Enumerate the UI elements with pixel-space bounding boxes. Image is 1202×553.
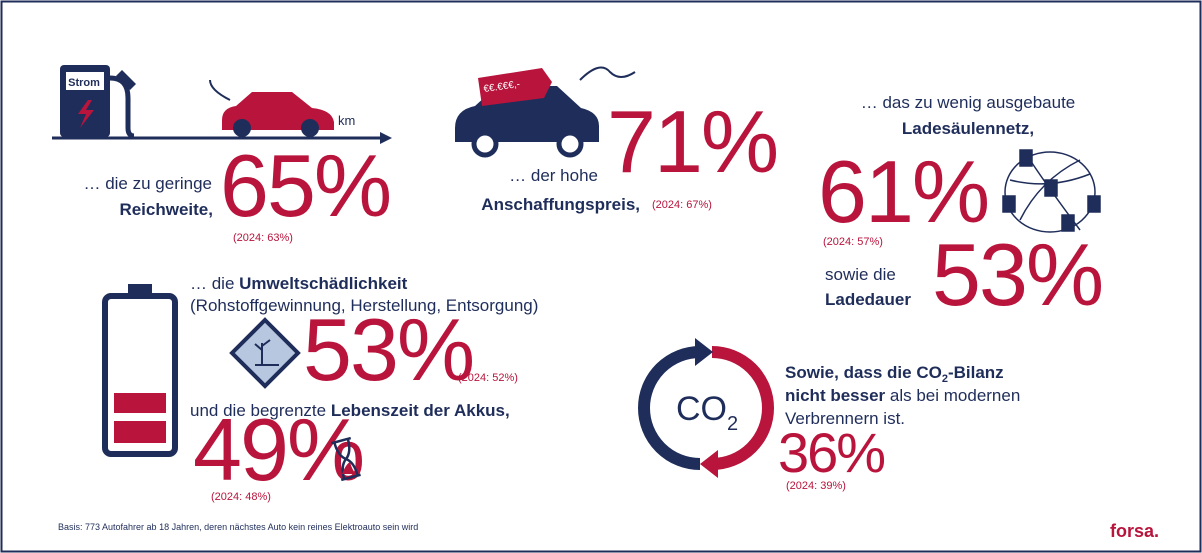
co2bilanz-line2: nicht besser als bei modernen: [785, 386, 1020, 405]
akkus-line: und die begrenzte Lebenszeit der Akkus,: [190, 401, 510, 420]
reichweite-line2: Reichweite,: [119, 200, 213, 219]
footer-brand: forsa.: [1110, 521, 1159, 541]
ladedauer-line1: sowie die: [825, 265, 896, 284]
co2bilanz-line2-rest: als bei modernen: [885, 386, 1020, 405]
hazard-icon: [229, 317, 301, 389]
co2bilanz-line3: Verbrennern ist.: [785, 409, 905, 428]
co2-text: CO: [676, 390, 727, 428]
umwelt-intro: … die: [190, 274, 239, 293]
akkus-previous: (2024: 48%): [211, 491, 271, 503]
co2-label: CO2: [676, 390, 738, 435]
umwelt-line1: … die Umweltschädlichkeit: [190, 274, 408, 293]
battery-icon: [102, 284, 178, 457]
charging-icon: [52, 65, 392, 144]
co2bilanz-line1b: -Bilanz: [948, 363, 1004, 382]
ladenetz-percent: 61%: [818, 142, 988, 241]
umwelt-previous: (2024: 52%): [458, 372, 518, 384]
reichweite-percent: 65%: [220, 136, 390, 235]
preis-line1: … der hohe: [509, 166, 598, 185]
pump-label: Strom: [68, 77, 100, 89]
distance-label: km: [338, 113, 355, 128]
co2bilanz-sub: 2: [942, 373, 948, 385]
ladedauer-line2: Ladedauer: [825, 290, 911, 309]
co2bilanz-previous: (2024: 39%): [786, 480, 846, 492]
akkus-bold: Lebenszeit der Akkus,: [331, 401, 510, 420]
akkus-intro: und die begrenzte: [190, 401, 331, 420]
ladedauer-percent: 53%: [932, 225, 1102, 324]
preis-previous: (2024: 67%): [652, 199, 712, 211]
umwelt-line2: (Rohstoffgewinnung, Herstellung, Entsorg…: [190, 296, 538, 315]
preis-percent: 71%: [607, 92, 777, 191]
co2bilanz-line2-bold: nicht besser: [785, 386, 886, 405]
ladenetz-line2: Ladesäulennetz,: [902, 119, 1034, 138]
reichweite-line1: … die zu geringe: [83, 174, 212, 193]
ladenetz-previous: (2024: 57%): [823, 236, 883, 248]
co2bilanz-percent: 36%: [778, 421, 884, 484]
co2bilanz-line1: Sowie, dass die CO2-Bilanz: [785, 363, 1004, 385]
network-icon: [1002, 149, 1101, 233]
umwelt-bold: Umweltschädlichkeit: [239, 274, 408, 293]
price-tag-label: €€.€€€,-: [483, 79, 521, 95]
reichweite-previous: (2024: 63%): [233, 232, 293, 244]
co2-icon: [638, 338, 774, 478]
preis-line2: Anschaffungspreis,: [481, 195, 640, 214]
umwelt-percent: 53%: [303, 300, 473, 399]
ladenetz-line1: … das zu wenig ausgebaute: [861, 93, 1076, 112]
price-car-icon: [455, 66, 636, 158]
footer-basis: Basis: 773 Autofahrer ab 18 Jahren, dere…: [58, 522, 418, 532]
co2-sub: 2: [727, 413, 738, 435]
co2bilanz-line1a: Sowie, dass die CO: [785, 363, 942, 382]
hourglass-icon: [331, 436, 361, 482]
